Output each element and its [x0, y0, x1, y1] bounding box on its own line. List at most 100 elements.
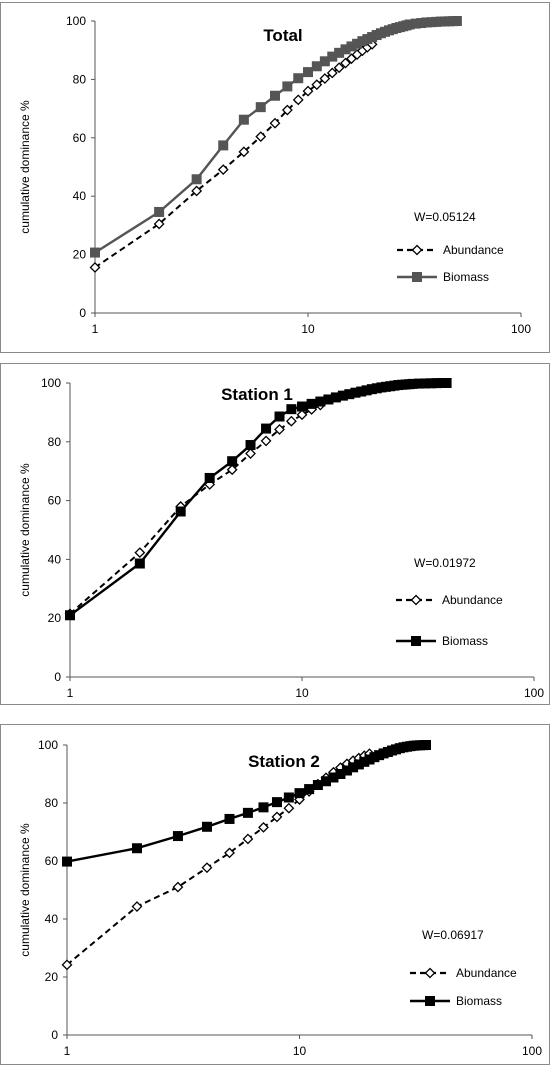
legend-marker: [410, 594, 422, 606]
data-point: [303, 67, 313, 78]
legend-label: Abundance: [442, 593, 503, 607]
data-point: [293, 73, 304, 84]
chart-title: Total: [263, 26, 302, 45]
data-point: [261, 423, 272, 434]
data-point: [323, 394, 334, 405]
data-point: [134, 558, 145, 569]
data-point: [245, 448, 256, 459]
y-tick-label: 80: [73, 72, 87, 86]
data-point: [361, 385, 372, 396]
data-point: [337, 390, 348, 401]
legend-label: Abundance: [456, 966, 517, 980]
data-point: [153, 218, 165, 230]
data-point: [328, 772, 339, 783]
chart-panel-station-1: 0 20 40 60 80 100 1 10 100 cumulative dominance %…: [0, 363, 550, 705]
data-point: [271, 797, 282, 808]
data-point: [297, 401, 307, 412]
data-point: [359, 756, 370, 767]
y-tick-label: 60: [48, 494, 62, 508]
chart-station-2: 0 20 40 60 80 100 1 10 100 cumulative dominance %…: [18, 738, 542, 1058]
y-tick-label: 100: [66, 14, 86, 28]
x-tick-label: 100: [524, 686, 544, 700]
data-point: [348, 762, 359, 773]
w-statistic-annotation: W=0.01972: [414, 556, 476, 570]
chart-station-1: 0 20 40 60 80 100 1 10 100 cumulative dominance %…: [18, 376, 544, 700]
data-point: [352, 38, 363, 49]
x-tick-label: 1: [67, 686, 74, 700]
data-point: [255, 102, 266, 113]
data-point: [326, 67, 338, 79]
data-point: [340, 57, 351, 69]
legend-item-abundance: Abundance: [410, 966, 517, 980]
data-point: [431, 378, 442, 389]
data-point: [451, 16, 462, 26]
y-tick-label: 40: [48, 552, 62, 566]
series-points-biomass: [90, 16, 462, 258]
data-point: [131, 901, 143, 912]
data-point: [315, 396, 326, 407]
data-point: [320, 776, 331, 787]
legend-marker: [412, 272, 422, 282]
legend-label: Biomass: [442, 634, 488, 648]
series-points-abundance: [89, 38, 378, 273]
y-tick-label: 0: [51, 1028, 58, 1042]
data-point: [90, 247, 100, 258]
data-point: [441, 378, 452, 388]
data-point: [204, 472, 215, 483]
data-point: [350, 387, 361, 398]
legend-item-biomass: Biomass: [396, 634, 488, 648]
data-point: [260, 435, 272, 447]
x-tick-label: 1: [64, 1044, 71, 1058]
data-point: [407, 378, 418, 389]
data-point: [311, 79, 323, 91]
legend-label: Biomass: [443, 270, 489, 284]
data-point: [217, 164, 229, 176]
legend-label: Biomass: [456, 994, 502, 1008]
data-point: [175, 506, 186, 517]
data-point: [172, 881, 184, 893]
data-point: [306, 398, 317, 409]
data-point: [319, 73, 331, 84]
data-point: [258, 821, 269, 833]
data-point: [344, 389, 355, 400]
data-point: [61, 959, 73, 971]
series-line-abundance: [94, 43, 373, 269]
data-point: [282, 81, 293, 92]
data-point: [65, 610, 75, 621]
data-point: [283, 792, 294, 803]
legend-marker: [411, 244, 423, 256]
data-point: [172, 831, 183, 842]
data-point: [304, 784, 315, 795]
data-point: [426, 378, 437, 389]
data-point: [333, 62, 345, 74]
w-statistic-annotation: W=0.06917: [422, 928, 484, 942]
data-point: [410, 18, 421, 29]
data-point: [340, 44, 351, 55]
y-tick-label: 80: [45, 796, 59, 810]
y-tick-label: 100: [41, 376, 61, 390]
data-point: [131, 843, 142, 854]
x-tick-label: 10: [295, 686, 309, 700]
data-point: [353, 759, 364, 770]
y-tick-label: 20: [45, 970, 59, 984]
data-point: [416, 18, 427, 29]
y-axis-label: cumulative dominance %: [18, 100, 32, 234]
legend-marker: [425, 996, 435, 1006]
data-point: [271, 811, 283, 823]
data-point: [89, 262, 101, 273]
y-tick-label: 80: [48, 435, 62, 449]
data-point: [134, 547, 146, 559]
legend-marker: [411, 636, 421, 646]
data-point: [283, 802, 295, 814]
data-point: [420, 378, 431, 389]
y-tick-label: 0: [54, 670, 61, 684]
data-point: [274, 411, 285, 422]
data-point: [269, 117, 281, 129]
data-point: [292, 94, 304, 106]
data-point: [330, 392, 341, 403]
y-tick-label: 60: [45, 854, 59, 868]
data-point: [270, 90, 281, 101]
x-tick-label: 100: [511, 322, 531, 336]
y-tick-label: 20: [48, 611, 62, 625]
data-point: [62, 856, 72, 867]
